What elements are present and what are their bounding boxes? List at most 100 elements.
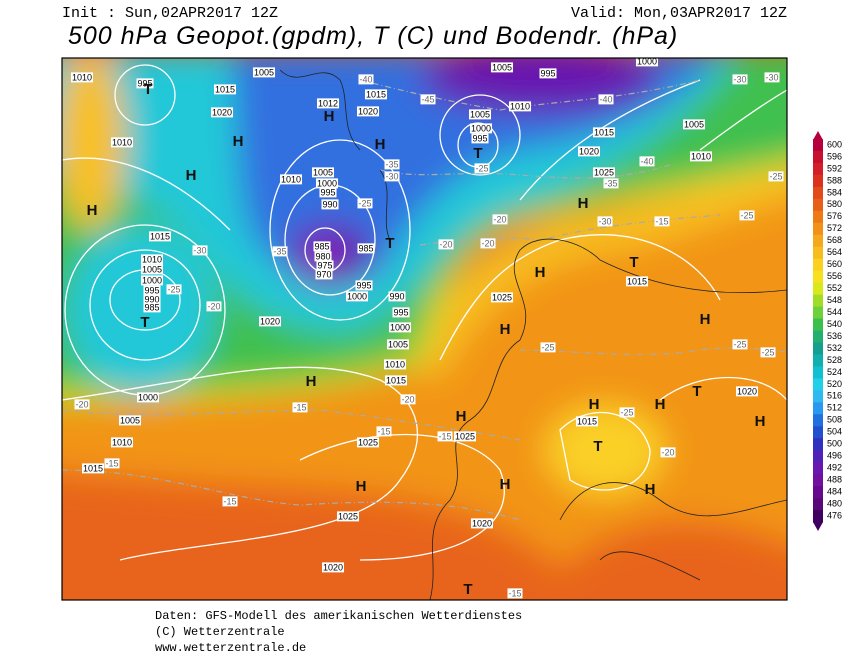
label-box [356, 106, 380, 117]
label-box [206, 301, 222, 312]
legend-label: 488 [827, 475, 842, 485]
label-box [507, 588, 523, 599]
label-box [315, 269, 333, 280]
legend-label: 540 [827, 319, 842, 329]
temperature-label: -40 [599, 94, 612, 104]
pressure-label: 995 [540, 68, 555, 78]
pressure-label: 1015 [83, 463, 103, 473]
label-box [760, 347, 776, 358]
pressure-label: 1015 [577, 416, 597, 426]
label-box [420, 94, 436, 105]
pressure-label: 1010 [72, 72, 92, 82]
pressure-center: H [306, 373, 317, 390]
footer-line: (C) Wetterzentrale [155, 625, 285, 639]
label-box [210, 107, 234, 118]
legend-swatch [813, 510, 823, 523]
temperature-label: -20 [75, 399, 88, 409]
init-time: Init : Sun,02APR2017 12Z [62, 5, 278, 22]
label-box [140, 275, 164, 286]
label-box [213, 84, 237, 95]
legend-swatch [813, 450, 823, 463]
legend-swatch [813, 390, 823, 403]
label-box [384, 171, 400, 182]
label-box [437, 431, 453, 442]
pressure-center: H [578, 195, 589, 212]
legend-label: 516 [827, 391, 842, 401]
label-box [321, 199, 339, 210]
legend-swatch [813, 474, 823, 487]
legend-swatch [813, 234, 823, 248]
pressure-center: T [463, 581, 472, 598]
temperature-label: -45 [421, 94, 434, 104]
temperature-field [62, 58, 787, 570]
legend-arrow [813, 131, 823, 140]
pressure-label: 1000 [138, 392, 158, 402]
label-box [252, 67, 276, 78]
label-box [639, 156, 655, 167]
label-box [364, 89, 388, 100]
pressure-label: 1005 [684, 119, 704, 129]
temperature-label: -35 [273, 246, 286, 256]
label-box [438, 239, 454, 250]
label-box [732, 74, 748, 85]
label-box [136, 78, 154, 89]
label-box [469, 123, 493, 134]
temperature-label: -20 [481, 238, 494, 248]
label-box [110, 437, 134, 448]
label-box [118, 415, 142, 426]
pressure-label: 1020 [212, 107, 232, 117]
label-box [345, 291, 369, 302]
temperature-label: -25 [733, 339, 746, 349]
pressure-center: H [375, 136, 386, 153]
legend-label: 556 [827, 271, 842, 281]
pressure-label: 1005 [254, 67, 274, 77]
label-box [732, 339, 748, 350]
pressure-center: H [356, 478, 367, 495]
label-box [104, 458, 120, 469]
pressure-center: H [700, 311, 711, 328]
pressure-label: 1005 [470, 109, 490, 119]
pressure-label: 1020 [323, 562, 343, 572]
label-box [575, 416, 599, 427]
pressure-label: 975 [317, 260, 332, 270]
legend-swatch [813, 198, 823, 212]
legend-swatch [813, 378, 823, 391]
label-box [140, 254, 164, 265]
legend-label: 512 [827, 403, 842, 413]
pressure-label: 1005 [142, 264, 162, 274]
map-title: 500 hPa Geopot.(gpdm), T (C) und Bodendr… [68, 22, 678, 50]
legend-swatch [813, 222, 823, 236]
label-box [292, 402, 308, 413]
legend-swatch [813, 498, 823, 511]
legend-swatch [813, 258, 823, 272]
pressure-label: 1000 [471, 123, 491, 133]
temperature-label: -15 [293, 402, 306, 412]
temperature-label: -25 [358, 198, 371, 208]
pressure-label: 1015 [594, 127, 614, 137]
label-box [480, 238, 496, 249]
pressure-label: 990 [144, 294, 159, 304]
temperature-label: -20 [439, 239, 452, 249]
label-box [356, 437, 380, 448]
legend-label: 548 [827, 295, 842, 305]
pressure-center: H [233, 133, 244, 150]
pressure-label: 995 [393, 307, 408, 317]
legend-swatch [813, 162, 823, 176]
temperature-label: -25 [620, 407, 633, 417]
temperature-label: -30 [385, 171, 398, 181]
label-box [764, 72, 780, 83]
pressure-label: 1020 [579, 146, 599, 156]
legend-label: 532 [827, 343, 842, 353]
label-box [358, 74, 374, 85]
temperature-label: -40 [359, 74, 372, 84]
legend-swatch [813, 186, 823, 200]
legend-swatch [813, 210, 823, 224]
pressure-center: H [655, 396, 666, 413]
label-box [148, 231, 172, 242]
label-box [635, 58, 659, 67]
pressure-label: 1010 [112, 437, 132, 447]
pressure-label: 1000 [347, 291, 367, 301]
legend-swatch [813, 330, 823, 344]
legend-swatch [813, 342, 823, 355]
temperature-label: -15 [508, 588, 521, 598]
